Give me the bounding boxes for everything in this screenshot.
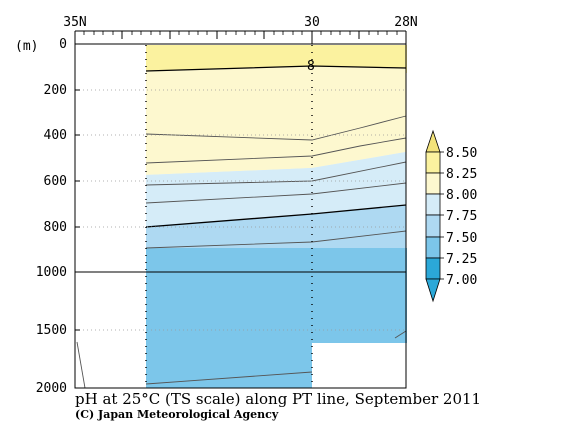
contour-line: [394, 330, 407, 339]
band-8.00-8.25: [146, 66, 406, 175]
band-7.50-7.75-upper: [146, 160, 406, 226]
top-axis-small-ticks: [83, 31, 398, 35]
y-tick-label: 1000: [36, 265, 67, 280]
y-tick-label: 800: [44, 220, 67, 235]
contour-line: [145, 137, 407, 164]
legend-swatch-7.50: [425, 214, 441, 238]
no-data-area: [312, 343, 407, 388]
legend-label: 7.50: [446, 231, 477, 246]
x-tick-label: 30: [304, 15, 320, 30]
y-tick-label: 600: [44, 174, 67, 189]
section-fill: [146, 45, 407, 388]
legend-label: 8.00: [446, 188, 477, 203]
copyright-credit: (C) Japan Meteorological Agency: [75, 408, 279, 421]
color-legend: [425, 129, 444, 303]
plot-frame: [74, 43, 407, 389]
contour-line: [145, 371, 313, 385]
contour-line: [145, 182, 407, 204]
legend-swatch-8.25: [425, 151, 441, 174]
contour-line: [76, 341, 86, 389]
top-axis: [74, 30, 407, 44]
legend-swatch-7.25: [425, 236, 441, 259]
y-tick-label: 2000: [36, 381, 67, 396]
legend-label: 7.00: [446, 273, 477, 288]
y-tick-label: 1500: [36, 323, 67, 338]
y-axis-ticks: [75, 43, 80, 389]
band-7.75-8.00-wedge: [146, 152, 406, 184]
legend-swatch-8.00: [425, 172, 441, 195]
legend-label: 8.50: [446, 146, 477, 161]
x-tick-label: 28N: [394, 15, 417, 30]
legend-swatch-7.75: [425, 193, 441, 216]
legend-swatch-8.50-up: [425, 129, 441, 153]
legend-label: 7.75: [446, 209, 477, 224]
x-tick-label: 35N: [63, 15, 86, 30]
y-tick-label: 0: [59, 37, 67, 52]
chart-title: pH at 25°C (TS scale) along PT line, Sep…: [75, 390, 481, 408]
y-unit-label: (m): [15, 39, 38, 54]
y-tick-label: 400: [44, 128, 67, 143]
contour-line: [145, 115, 407, 141]
legend-label: 8.25: [446, 167, 477, 182]
contour-label: 8: [307, 59, 315, 74]
legend-label: 7.25: [446, 252, 477, 267]
legend-swatch-7.00-down: [425, 278, 441, 303]
y-tick-label: 200: [44, 83, 67, 98]
legend-swatch-7.00: [425, 257, 441, 280]
